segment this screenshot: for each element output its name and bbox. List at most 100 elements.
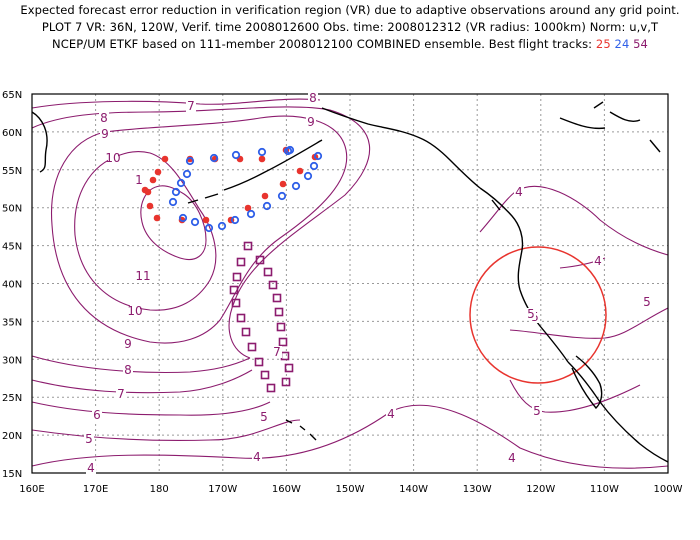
track-24-point bbox=[309, 161, 319, 171]
track-54-point bbox=[232, 272, 242, 282]
x-tick-label: 120W bbox=[526, 484, 555, 495]
contour-label: 4 bbox=[508, 451, 516, 465]
track-24-point bbox=[257, 147, 267, 157]
y-tick-label: 45N bbox=[2, 242, 22, 253]
track-54-point bbox=[281, 377, 291, 387]
track-24-point bbox=[182, 169, 192, 179]
track-24-point bbox=[185, 156, 195, 166]
coast-kamchatka bbox=[31, 111, 48, 173]
track-54-label: 54 bbox=[633, 37, 648, 51]
x-tick-label: 180 bbox=[150, 484, 169, 495]
track-54-point bbox=[243, 241, 253, 251]
contour-label-bg bbox=[99, 112, 109, 124]
track-24-point bbox=[285, 145, 295, 155]
coast-aleutian-1 bbox=[204, 193, 219, 199]
verification-region-circle bbox=[469, 246, 607, 384]
contour-9 bbox=[50, 115, 348, 344]
contour-label-bg bbox=[116, 388, 126, 400]
track-54-point bbox=[241, 327, 251, 337]
contour-label-bg bbox=[100, 128, 110, 140]
y-tick-label: 50N bbox=[2, 204, 22, 215]
contour-label: 9 bbox=[124, 337, 132, 351]
track-24-point bbox=[246, 209, 256, 219]
track-54-point bbox=[247, 342, 257, 352]
track-25-point bbox=[202, 216, 210, 224]
contour-label-bg bbox=[186, 100, 196, 112]
contour-label: 4 bbox=[515, 185, 523, 199]
contour-label-bg bbox=[92, 409, 102, 421]
contour-label-bg bbox=[272, 346, 282, 358]
contour-label: 8 bbox=[124, 363, 132, 377]
y-tick-label: 15N bbox=[2, 469, 22, 480]
contour-label: 7 bbox=[187, 99, 195, 113]
contour-label-bg bbox=[593, 255, 603, 267]
track-25-point bbox=[279, 180, 287, 188]
track-24-point bbox=[230, 215, 240, 225]
track-25-point bbox=[296, 167, 304, 175]
contour-label: 10 bbox=[105, 151, 120, 165]
track-24-point bbox=[171, 187, 181, 197]
contour-label: 5 bbox=[533, 404, 541, 418]
contour-5-south bbox=[31, 419, 301, 441]
contour-label-bg bbox=[507, 452, 517, 464]
contour-label: 6 bbox=[93, 408, 101, 422]
y-tick-label: 30N bbox=[2, 355, 22, 366]
title-line-3-text: NCEP/UM ETKF based on 111-member 2008012… bbox=[52, 37, 593, 51]
coast-alaska-north bbox=[321, 107, 481, 189]
y-tick-label: 40N bbox=[2, 280, 22, 291]
track-54-point bbox=[231, 298, 241, 308]
track-24-point bbox=[291, 181, 301, 191]
contour-label: 5 bbox=[527, 307, 535, 321]
track-54-point bbox=[263, 267, 273, 277]
track-24-point bbox=[277, 191, 287, 201]
contour-label: 4 bbox=[253, 450, 261, 464]
track-24-point bbox=[217, 221, 227, 231]
contour-4-east bbox=[479, 185, 669, 256]
track-54-point bbox=[229, 285, 239, 295]
coast-baja-peninsula bbox=[571, 355, 603, 410]
coast-california bbox=[519, 289, 569, 363]
contour-label-bg bbox=[84, 433, 94, 445]
track-54-point bbox=[236, 257, 246, 267]
title-line-2: PLOT 7 VR: 36N, 120W, Verif. time 200801… bbox=[41, 20, 659, 34]
track-25-point bbox=[146, 202, 154, 210]
x-tick-label: 130W bbox=[463, 484, 492, 495]
contour-label-bg bbox=[130, 305, 140, 317]
track-24-point bbox=[176, 178, 186, 188]
track-54-point bbox=[254, 357, 264, 367]
contour-label: 8 bbox=[309, 91, 317, 105]
contour-label: 4 bbox=[387, 407, 395, 421]
coastlines bbox=[31, 101, 669, 463]
contour-label: 9 bbox=[307, 115, 315, 129]
contour-label: 7 bbox=[273, 345, 281, 359]
contour-label: 4 bbox=[87, 461, 95, 475]
track-24-point bbox=[168, 197, 178, 207]
track-54-point bbox=[276, 322, 286, 332]
contour-label: 5 bbox=[643, 295, 651, 309]
contour-label-bg bbox=[514, 186, 524, 198]
track-25-point bbox=[149, 176, 157, 184]
contour-11 bbox=[140, 185, 207, 260]
contour-6-south bbox=[31, 401, 271, 416]
contour-label-bg bbox=[252, 451, 262, 463]
contour-label: 7 bbox=[117, 387, 125, 401]
track-25-point bbox=[153, 214, 161, 222]
coast-hawaii bbox=[285, 419, 317, 441]
contour-label-bg bbox=[532, 405, 542, 417]
contour-8 bbox=[31, 106, 370, 374]
y-tick-label: 25N bbox=[2, 393, 22, 404]
track-54-point bbox=[260, 370, 270, 380]
contour-label-bg bbox=[259, 411, 269, 423]
track-25-point bbox=[141, 186, 149, 194]
coast-alaska-peninsula bbox=[223, 139, 323, 191]
track-24-point bbox=[190, 217, 200, 227]
contour-label-bg bbox=[123, 338, 133, 350]
y-axis-labels: 65N 60N 55N 50N 45N 40N 35N 30N 25N 20N 15N bbox=[2, 90, 22, 480]
contour-label-bg bbox=[108, 152, 118, 164]
x-tick-label: 160E bbox=[19, 484, 44, 495]
contour-label-bg bbox=[134, 174, 144, 186]
y-tick-label: 60N bbox=[2, 128, 22, 139]
x-tick-label: 160W bbox=[272, 484, 301, 495]
contour-label-bg bbox=[308, 92, 318, 104]
